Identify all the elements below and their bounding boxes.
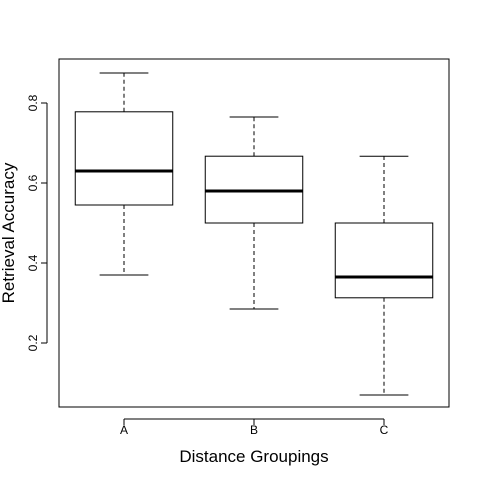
x-tick-label-b: B bbox=[250, 423, 258, 437]
y-tick-label-2: 0.6 bbox=[26, 174, 40, 191]
y-tick-label-3: 0.8 bbox=[26, 94, 40, 111]
x-axis-title: Distance Groupings bbox=[179, 447, 328, 466]
box-body-c bbox=[334, 222, 434, 299]
boxes-layer bbox=[74, 72, 434, 396]
box-a bbox=[74, 72, 174, 276]
x-axis: A B C bbox=[120, 418, 389, 437]
y-tick-label-0: 0.2 bbox=[26, 334, 40, 351]
box-body-a bbox=[74, 111, 174, 206]
y-axis-title: Retrieval Accuracy bbox=[0, 162, 18, 303]
x-tick-label-c: C bbox=[380, 423, 389, 437]
y-tick-label-1: 0.4 bbox=[26, 254, 40, 271]
x-tick-label-a: A bbox=[120, 423, 128, 437]
plot-frame bbox=[58, 58, 450, 408]
box-c bbox=[334, 155, 434, 396]
y-axis: 0.2 0.4 0.6 0.8 bbox=[26, 94, 48, 351]
box-b bbox=[204, 116, 304, 310]
